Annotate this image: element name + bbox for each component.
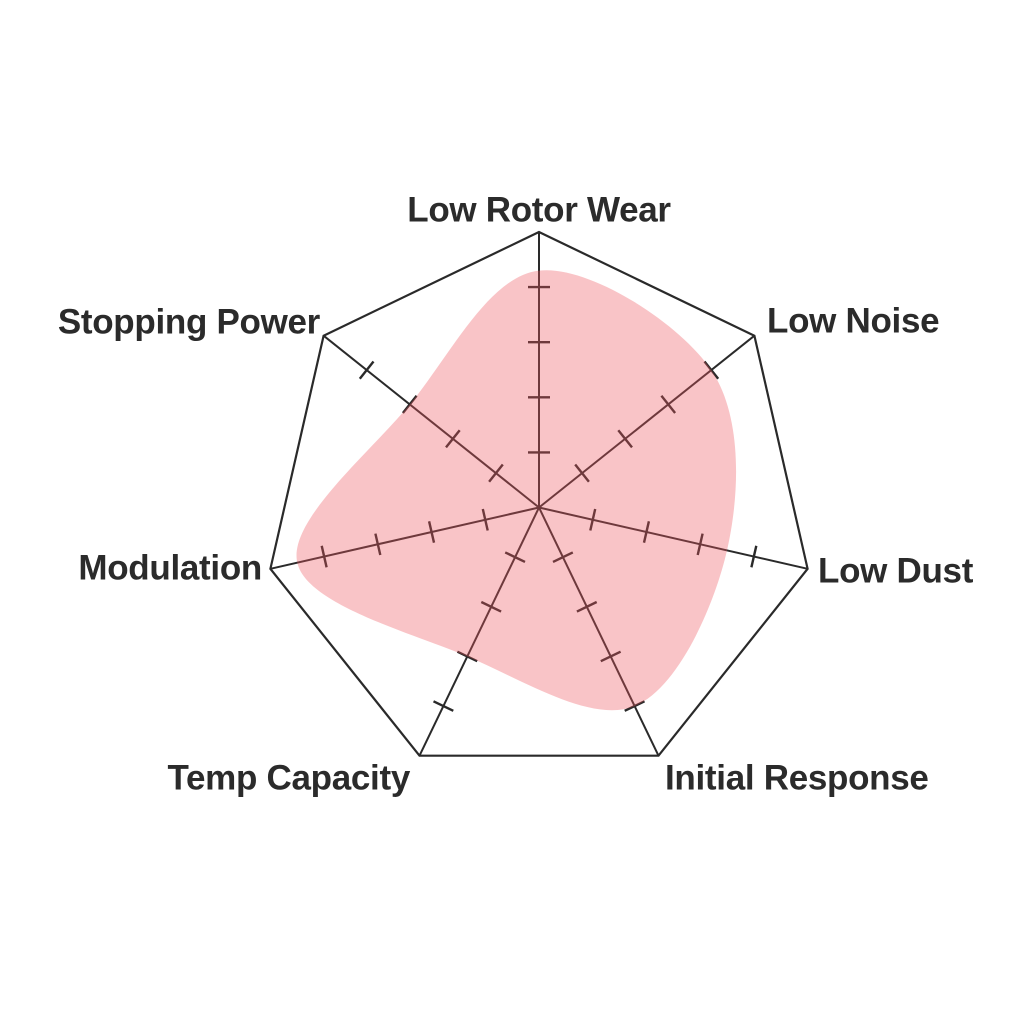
radar-tick: [432, 700, 454, 712]
radar-tick: [589, 508, 597, 531]
axis-label-stopping-power: Stopping Power: [57, 302, 320, 342]
radar-tick: [456, 650, 478, 663]
radar-outer-polygon: [269, 230, 809, 757]
radar-spoke: [418, 507, 540, 757]
radar-tick: [480, 600, 502, 613]
radar-tick: [401, 395, 418, 414]
radar-series-fill: [296, 270, 737, 711]
radar-spoke: [538, 506, 808, 570]
axis-label-low-rotor-wear: Low Rotor Wear: [407, 190, 671, 230]
axis-label-temp-capacity: Temp Capacity: [167, 758, 411, 798]
radar-spoke: [322, 334, 540, 509]
radar-tick: [488, 463, 504, 483]
radar-tick: [617, 429, 633, 449]
radar-tick: [696, 533, 704, 556]
radar-tick: [576, 600, 598, 613]
radar-tick: [703, 360, 720, 380]
radar-spoke: [538, 334, 756, 509]
radar-tick: [481, 508, 489, 531]
radar-tick: [445, 429, 461, 449]
radar-tick: [552, 551, 574, 563]
radar-tick: [374, 533, 382, 556]
radar-tick: [427, 521, 436, 543]
axis-label-modulation: Modulation: [78, 548, 262, 588]
radar-spoke: [270, 506, 540, 570]
axis-label-initial-response: Initial Response: [665, 758, 929, 798]
radar-tick: [574, 463, 590, 483]
radar-tick: [600, 650, 622, 663]
radar-tick: [358, 360, 375, 380]
radar-tick: [642, 521, 651, 543]
axis-label-low-noise: Low Noise: [767, 301, 940, 341]
axis-label-low-dust: Low Dust: [818, 551, 974, 591]
radar-tick: [750, 545, 758, 568]
radar-tick: [624, 700, 646, 712]
radar-tick: [504, 551, 526, 563]
radar-tick: [320, 545, 328, 568]
radar-spoke: [538, 507, 660, 757]
radar-tick: [660, 395, 677, 414]
